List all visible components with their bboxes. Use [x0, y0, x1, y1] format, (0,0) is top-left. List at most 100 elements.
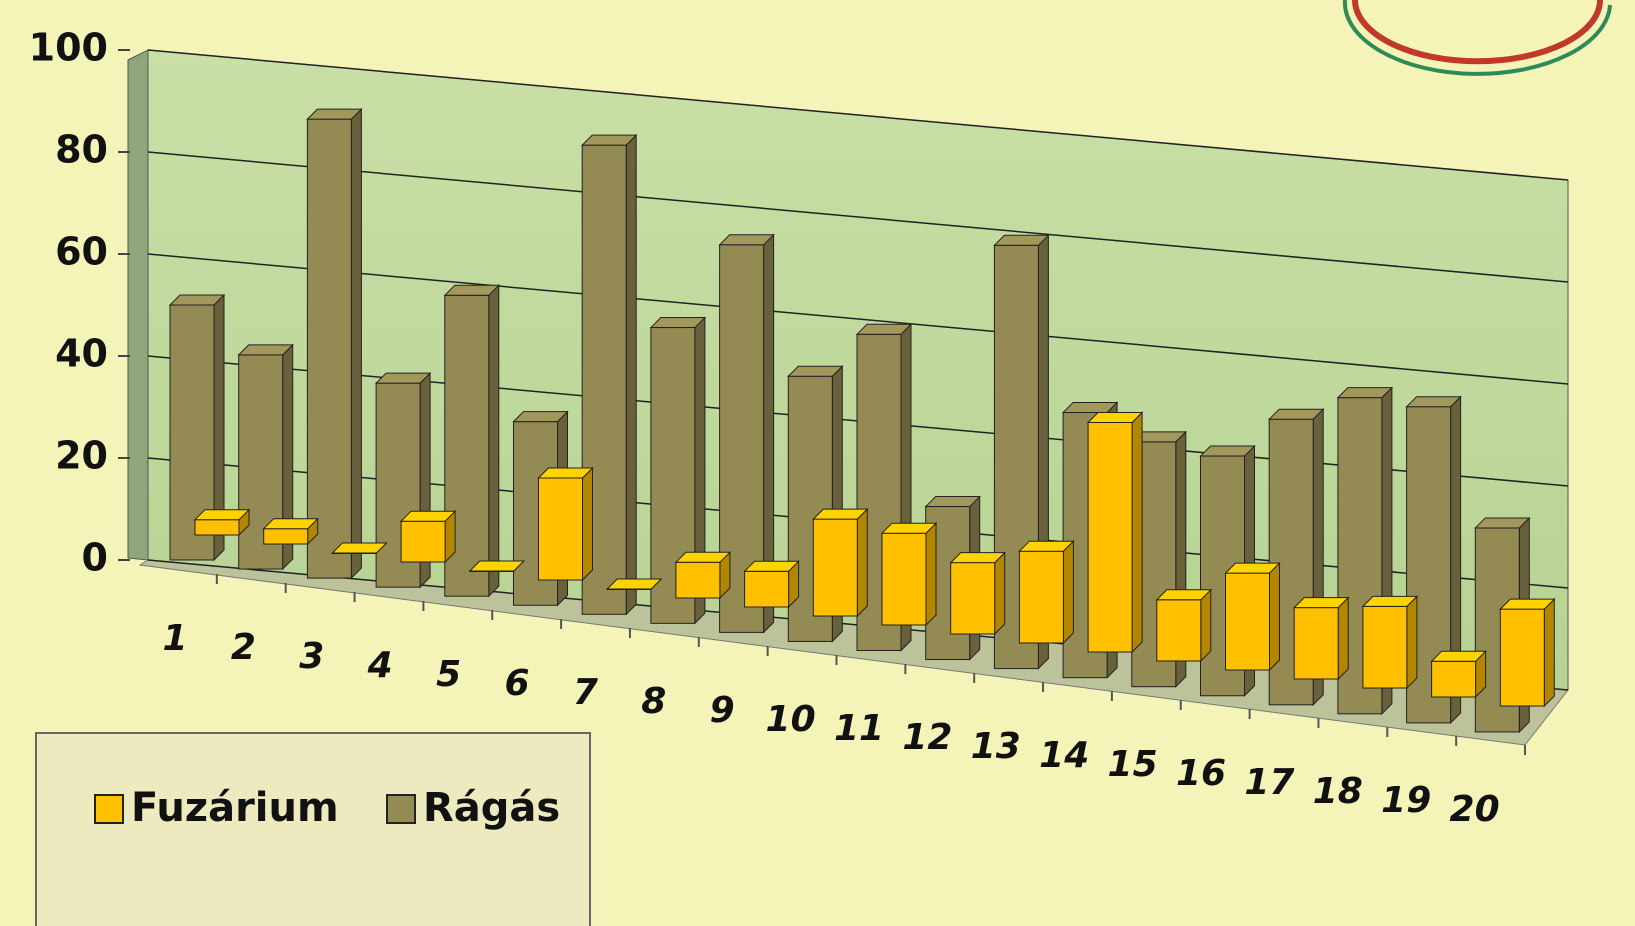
bar-top: [674, 551, 732, 563]
bar-top: [743, 560, 800, 572]
bar: [262, 517, 319, 546]
side-wall: [127, 49, 149, 561]
y-tick-label: 0: [82, 536, 108, 580]
bar-top: [512, 411, 569, 423]
x-tick-label: 8: [641, 681, 666, 722]
bar-side: [1543, 597, 1555, 708]
bar-side: [1131, 411, 1143, 654]
logo-arc: [1342, 0, 1612, 76]
bar: [1086, 411, 1144, 654]
bar-top: [374, 372, 432, 384]
logo-arc: [1352, 0, 1603, 65]
bar-front: [1293, 607, 1339, 680]
bar-front: [881, 532, 927, 626]
bar-top: [787, 365, 844, 377]
bar-top: [193, 509, 251, 521]
bar-top: [718, 234, 775, 246]
legend-items: Fuzárium Rágás: [94, 785, 560, 831]
bar-top: [924, 496, 981, 508]
bar-side: [925, 521, 937, 627]
bar-top: [580, 134, 638, 146]
legend: [35, 732, 591, 926]
bar-top: [1199, 445, 1256, 457]
bar-top: [443, 284, 501, 296]
grid-line: [147, 253, 1569, 385]
bar: [306, 107, 363, 580]
legend-swatch: [94, 794, 124, 824]
bar-top: [537, 467, 594, 479]
x-tick-label: 11: [834, 708, 884, 749]
bar: [399, 509, 457, 564]
x-tick-label: 15: [1108, 744, 1158, 785]
y-tick-label: 20: [55, 434, 108, 478]
bar-top: [880, 522, 938, 534]
bar-top: [1267, 408, 1325, 420]
bar-top: [855, 323, 913, 335]
bar-front: [1225, 572, 1270, 671]
bar: [331, 542, 388, 554]
bar-top: [1336, 387, 1394, 399]
bar: [812, 507, 869, 618]
bar: [605, 578, 663, 590]
x-tick-label: 18: [1313, 771, 1363, 812]
bar-top: [1061, 401, 1119, 413]
bar-top: [1499, 598, 1556, 610]
bar-top: [237, 344, 294, 356]
bar: [1155, 588, 1213, 663]
bar: [1224, 561, 1281, 672]
bar: [880, 521, 938, 627]
bar-top: [1474, 517, 1531, 529]
bar-front: [400, 520, 446, 563]
bar: [1499, 597, 1556, 708]
bar-front: [306, 118, 352, 579]
x-tick-label: 12: [902, 717, 952, 758]
x-tick-label: 10: [766, 699, 816, 740]
bar-front: [1362, 605, 1408, 689]
x-tick-label: 1: [162, 618, 187, 659]
bar-top: [331, 542, 388, 554]
y-tick-label: 80: [55, 128, 108, 172]
bar-front: [194, 519, 240, 536]
x-tick-label: 19: [1381, 780, 1431, 821]
bar-front: [675, 561, 721, 599]
bar-top: [306, 108, 363, 120]
x-tick-label: 9: [710, 690, 735, 731]
x-tick-label: 13: [971, 726, 1021, 767]
bar-top: [468, 560, 526, 572]
bar-top: [812, 508, 869, 520]
bar-side: [994, 551, 1006, 636]
bar: [1430, 650, 1487, 699]
x-tick-label: 17: [1244, 762, 1294, 803]
x-tick-label: 20: [1450, 789, 1500, 830]
x-tick-label: 14: [1039, 735, 1089, 776]
x-tick-label: 3: [299, 636, 324, 677]
bar-top: [1361, 595, 1419, 607]
bar-front: [538, 477, 583, 581]
bar-front: [263, 528, 309, 545]
bar: [949, 551, 1006, 636]
bar-top: [1405, 396, 1462, 408]
bar-front: [1499, 608, 1545, 707]
bar-front: [744, 570, 790, 608]
x-tick-label: 7: [573, 672, 598, 713]
bar: [193, 508, 251, 537]
bar-top: [1018, 540, 1075, 552]
bar: [580, 133, 638, 616]
x-tick-label: 5: [436, 654, 461, 695]
bar: [743, 560, 800, 609]
bar-side: [1406, 595, 1418, 690]
bar-top: [605, 578, 663, 590]
y-tick-label: 60: [55, 230, 108, 274]
bar-side: [856, 507, 868, 618]
bar-side: [1062, 539, 1074, 645]
bar-front: [812, 518, 858, 617]
bar-side: [625, 133, 637, 616]
x-tick-label: 16: [1176, 753, 1226, 794]
bar-top: [1155, 589, 1213, 601]
bar-front: [1431, 660, 1477, 698]
bar-top: [649, 317, 707, 329]
bar-front: [1087, 422, 1133, 653]
bar-front: [950, 562, 996, 635]
bar-side: [1269, 561, 1280, 672]
